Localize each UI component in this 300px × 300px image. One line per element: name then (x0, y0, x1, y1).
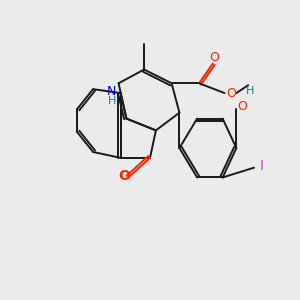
Text: O: O (226, 87, 236, 100)
Text: O: O (118, 169, 130, 182)
Text: I: I (260, 159, 264, 173)
Text: N: N (107, 85, 116, 98)
Text: O: O (237, 100, 247, 113)
Text: O: O (209, 51, 219, 64)
Text: H: H (246, 86, 254, 96)
Text: H: H (107, 96, 116, 106)
